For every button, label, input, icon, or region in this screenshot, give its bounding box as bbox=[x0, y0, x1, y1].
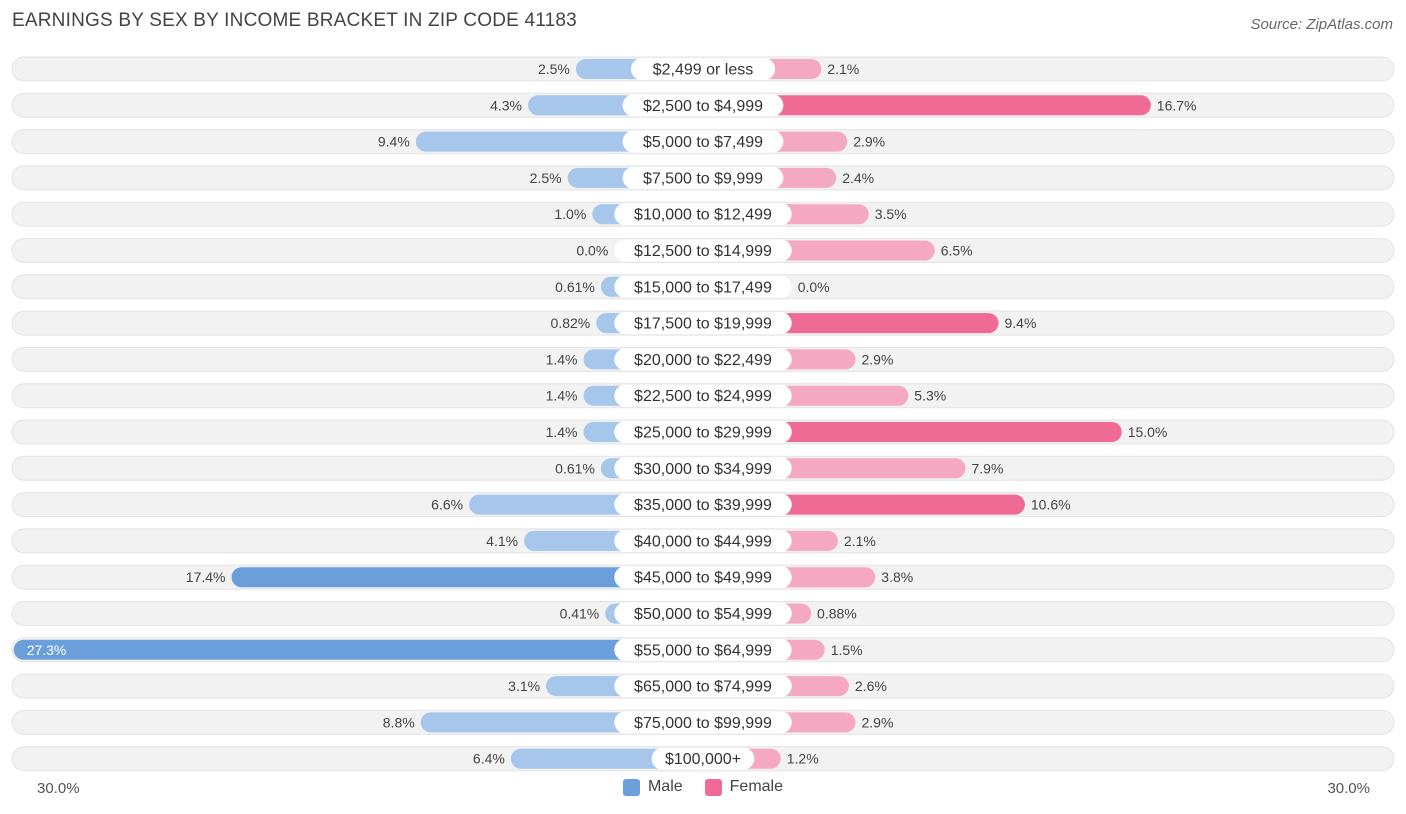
male-value-label: 0.82% bbox=[551, 315, 591, 331]
male-value-label: 6.6% bbox=[431, 497, 463, 513]
male-value-label: 1.4% bbox=[546, 351, 578, 367]
category-label: $2,500 to $4,999 bbox=[643, 98, 763, 115]
category-label-background bbox=[614, 711, 792, 734]
category-label-background bbox=[614, 675, 792, 698]
male-value-label: 1.4% bbox=[546, 424, 578, 440]
category-label-background bbox=[651, 747, 755, 770]
male-bar bbox=[13, 639, 703, 660]
chart-title: EARNINGS BY SEX BY INCOME BRACKET IN ZIP… bbox=[12, 10, 577, 31]
category-label: $22,500 to $24,999 bbox=[634, 388, 772, 405]
source-note: Source: ZipAtlas.com bbox=[1250, 16, 1393, 33]
category-label-background bbox=[614, 638, 792, 661]
male-value-label: 1.4% bbox=[546, 388, 578, 404]
male-value-label: 27.3% bbox=[27, 642, 67, 658]
category-label-background bbox=[630, 58, 776, 80]
category-label: $25,000 to $29,999 bbox=[634, 425, 772, 442]
category-label-background bbox=[614, 421, 792, 443]
category-label-background bbox=[614, 493, 792, 516]
female-value-label: 7.9% bbox=[972, 460, 1004, 476]
category-label: $12,500 to $14,999 bbox=[634, 243, 772, 260]
category-label: $5,000 to $7,499 bbox=[643, 134, 763, 151]
female-value-label: 2.9% bbox=[862, 351, 894, 367]
category-label-background bbox=[614, 602, 792, 625]
category-label-background bbox=[614, 275, 792, 298]
legend-label-male: Male bbox=[647, 778, 683, 795]
category-label: $30,000 to $34,999 bbox=[634, 461, 772, 478]
male-value-label: 17.4% bbox=[186, 569, 226, 585]
category-label-background bbox=[614, 203, 792, 226]
female-value-label: 3.5% bbox=[875, 206, 907, 222]
male-value-label: 0.0% bbox=[576, 243, 608, 259]
category-label: $17,500 to $19,999 bbox=[634, 316, 772, 333]
category-label-background bbox=[622, 166, 784, 189]
category-label: $2,499 or less bbox=[653, 62, 754, 79]
category-label-background bbox=[614, 312, 792, 335]
male-value-label: 4.3% bbox=[490, 97, 522, 113]
male-value-label: 4.1% bbox=[486, 533, 518, 549]
male-value-label: 0.61% bbox=[555, 279, 595, 295]
category-label: $50,000 to $54,999 bbox=[634, 606, 772, 623]
legend-label-female: Female bbox=[729, 778, 784, 795]
male-value-label: 1.0% bbox=[554, 206, 586, 222]
female-value-label: 2.1% bbox=[844, 533, 876, 549]
category-label: $100,000+ bbox=[665, 751, 741, 768]
category-label: $75,000 to $99,999 bbox=[634, 715, 772, 732]
female-value-label: 10.6% bbox=[1031, 497, 1071, 513]
female-value-label: 15.0% bbox=[1128, 424, 1168, 440]
axis-label-right: 30.0% bbox=[1327, 780, 1370, 797]
female-value-label: 2.6% bbox=[855, 678, 887, 694]
legend: Male Female bbox=[0, 778, 1406, 796]
category-label: $20,000 to $22,499 bbox=[634, 352, 772, 369]
category-label: $35,000 to $39,999 bbox=[634, 497, 772, 514]
category-label-background bbox=[614, 566, 792, 589]
axis-label-left: 30.0% bbox=[37, 780, 80, 797]
male-value-label: 2.5% bbox=[530, 170, 562, 186]
legend-swatch-female bbox=[704, 778, 722, 796]
category-label: $15,000 to $17,499 bbox=[634, 279, 772, 296]
category-label: $40,000 to $44,999 bbox=[634, 533, 772, 550]
male-value-label: 2.5% bbox=[538, 61, 570, 77]
female-value-label: 2.9% bbox=[853, 134, 885, 150]
female-value-label: 2.1% bbox=[827, 61, 859, 77]
category-label-background bbox=[614, 239, 792, 262]
male-value-label: 0.61% bbox=[555, 460, 595, 476]
category-label: $45,000 to $49,999 bbox=[634, 570, 772, 587]
category-label-background bbox=[614, 529, 792, 552]
female-value-label: 6.5% bbox=[941, 243, 973, 259]
category-label-background bbox=[622, 130, 784, 153]
female-value-label: 16.7% bbox=[1157, 97, 1197, 113]
category-label-background bbox=[614, 348, 792, 371]
category-label: $65,000 to $74,999 bbox=[634, 679, 772, 696]
female-value-label: 0.0% bbox=[798, 279, 830, 295]
female-value-label: 1.5% bbox=[831, 642, 863, 658]
female-bar bbox=[703, 422, 1122, 442]
female-value-label: 2.4% bbox=[842, 170, 874, 186]
category-label-background bbox=[614, 384, 792, 407]
female-value-label: 9.4% bbox=[1005, 315, 1037, 331]
female-value-label: 0.88% bbox=[817, 606, 857, 622]
male-value-label: 0.41% bbox=[560, 606, 600, 622]
category-label: $7,500 to $9,999 bbox=[643, 170, 763, 187]
male-value-label: 8.8% bbox=[383, 714, 415, 730]
legend-item-male[interactable]: Male bbox=[622, 778, 683, 796]
legend-item-female[interactable]: Female bbox=[704, 778, 784, 796]
male-value-label: 6.4% bbox=[473, 751, 505, 767]
female-value-label: 5.3% bbox=[914, 388, 946, 404]
legend-swatch-male bbox=[622, 778, 640, 796]
male-value-label: 3.1% bbox=[508, 678, 540, 694]
female-bar bbox=[703, 95, 1151, 116]
male-bar bbox=[231, 567, 703, 588]
category-label-background bbox=[622, 94, 784, 117]
male-value-label: 9.4% bbox=[378, 134, 410, 150]
female-value-label: 3.8% bbox=[881, 569, 913, 585]
category-label-background bbox=[614, 457, 792, 480]
category-label: $10,000 to $12,499 bbox=[634, 207, 772, 224]
female-value-label: 2.9% bbox=[862, 714, 894, 730]
female-value-label: 1.2% bbox=[787, 751, 819, 767]
category-label: $55,000 to $64,999 bbox=[634, 642, 772, 659]
